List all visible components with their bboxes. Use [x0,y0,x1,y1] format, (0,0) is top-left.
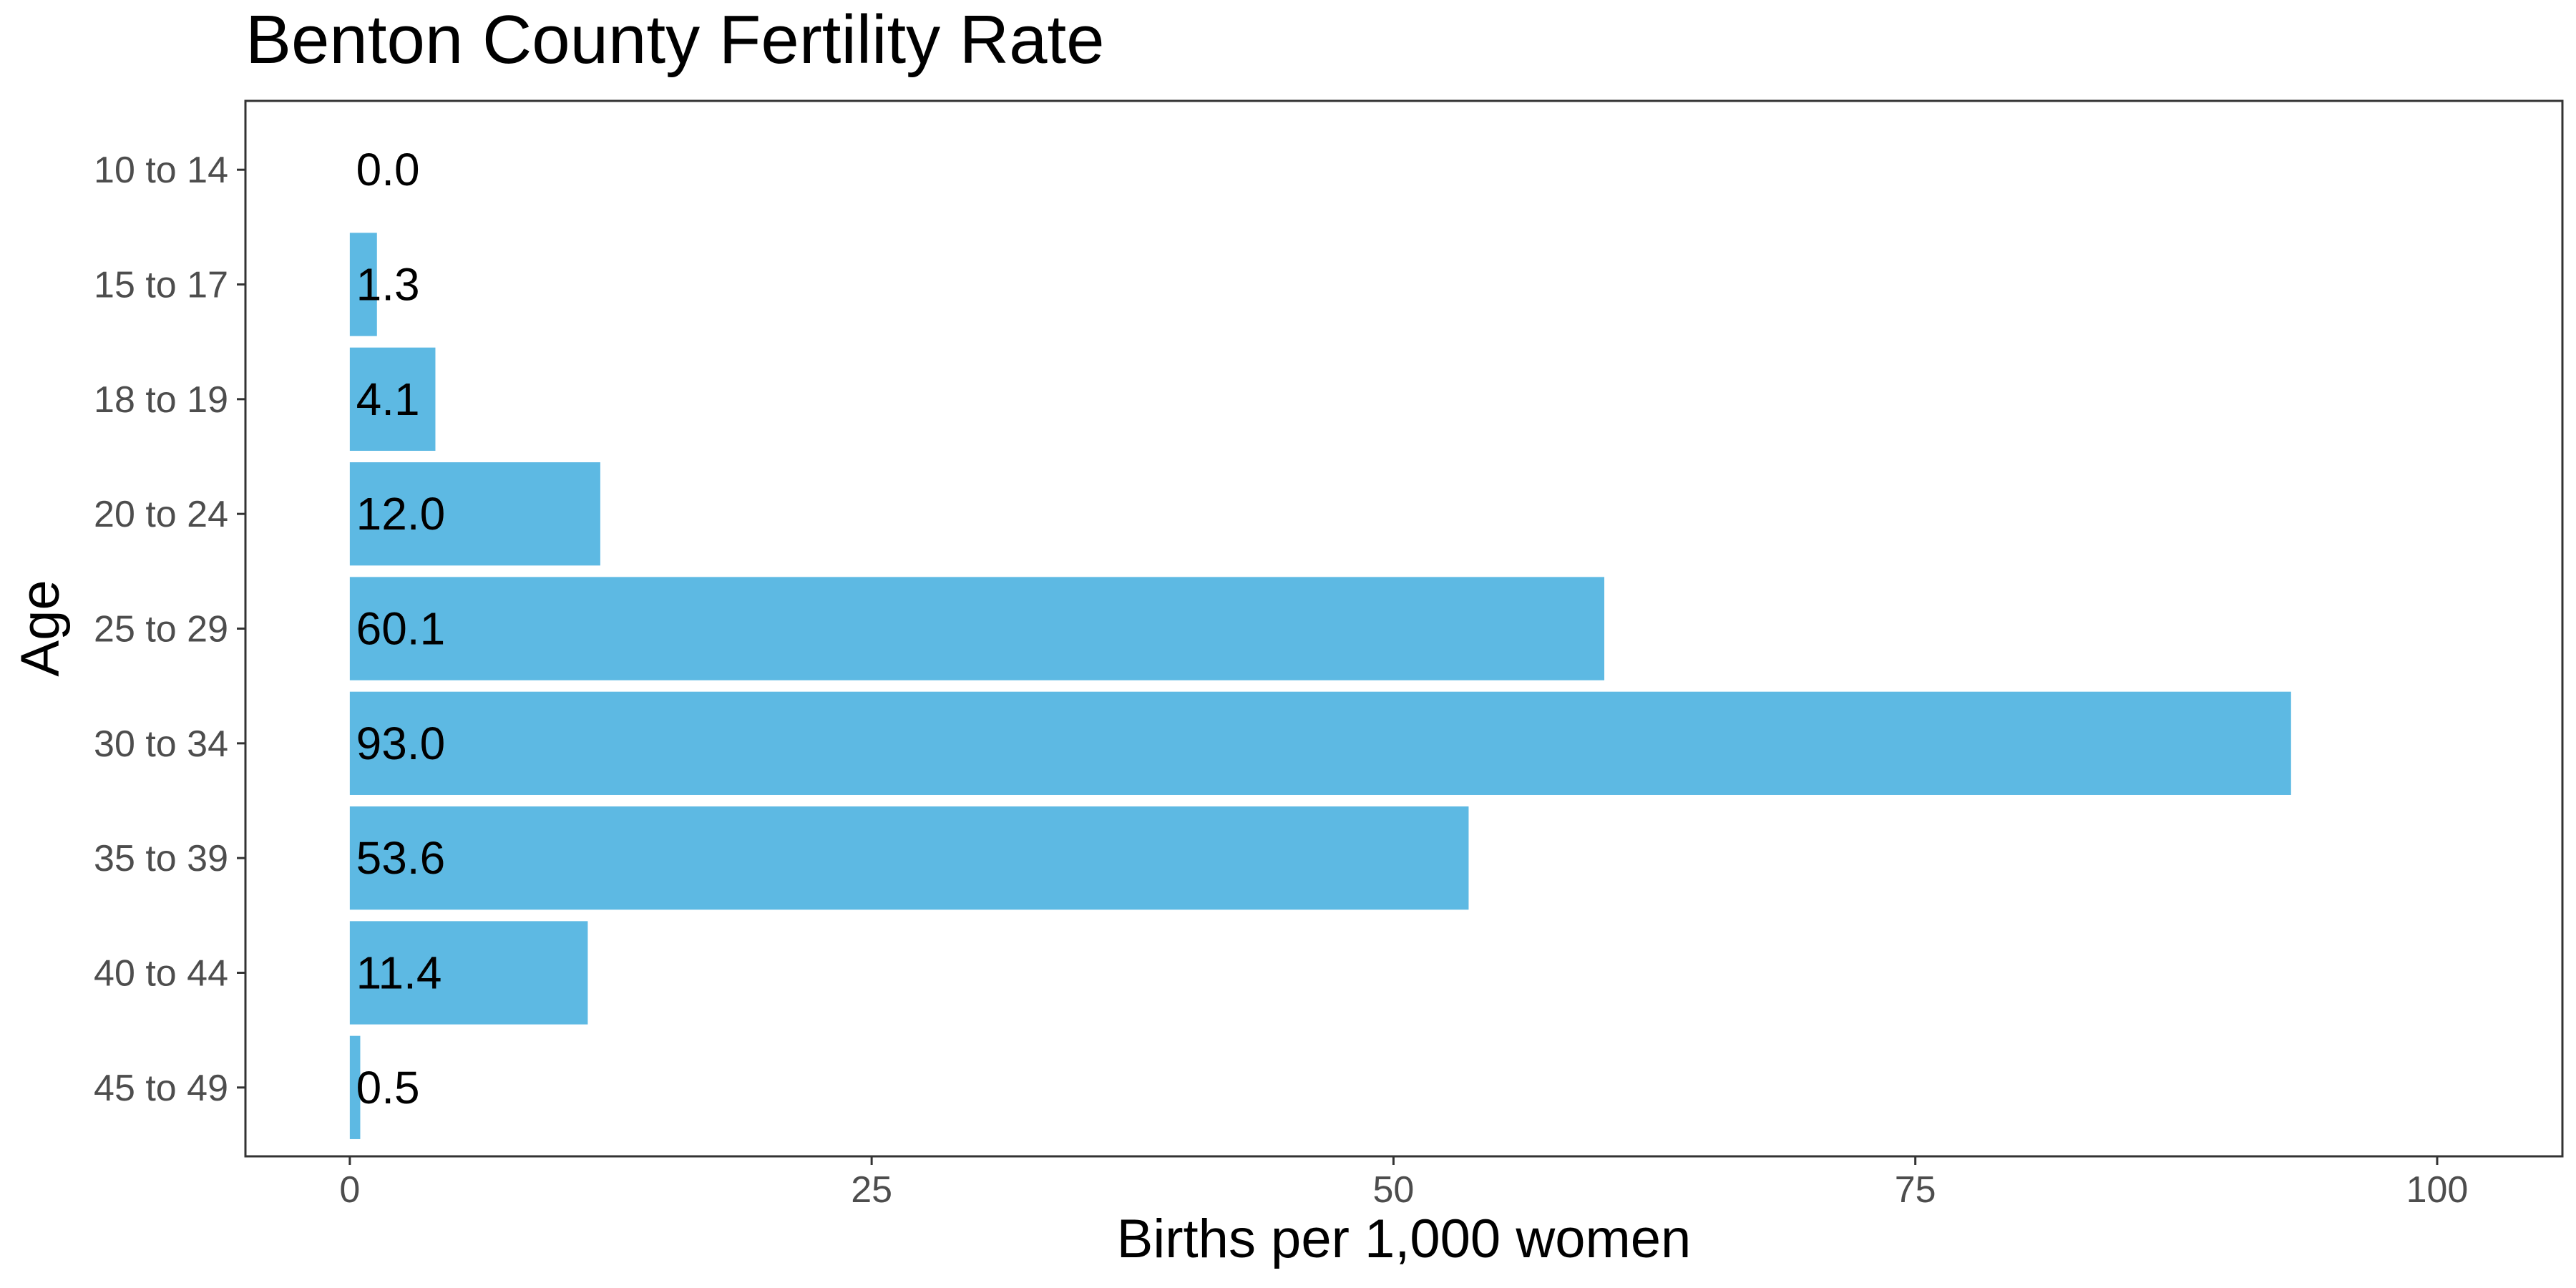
data-label: 4.1 [356,374,420,425]
bar-25-to-29 [349,577,1605,680]
bar-20-to-24 [349,462,600,566]
y-axis-title: Age [10,580,71,676]
data-label: 1.3 [356,259,420,311]
y-tick-label: 25 to 29 [94,609,228,650]
bar-15-to-17 [349,233,377,336]
x-tick-label: 100 [2406,1169,2469,1211]
bar-35-to-39 [349,806,1469,910]
y-tick-label: 10 to 14 [94,150,228,191]
chart-title: Benton County Fertility Rate [245,1,1105,78]
y-tick-label: 30 to 34 [94,723,228,765]
data-label: 93.0 [356,718,446,769]
data-label: 60.1 [356,603,446,655]
bar-40-to-44 [349,921,588,1025]
y-tick-label: 45 to 49 [94,1068,228,1109]
x-tick-label: 0 [339,1169,360,1211]
data-label: 11.4 [356,947,442,998]
data-labels-group: 0.0 1.3 4.1 12.0 60.1 93.0 53.6 11.4 0.5 [356,144,446,1113]
x-axis-title: Births per 1,000 women [1117,1209,1692,1269]
bar-30-to-34 [349,691,2291,795]
data-label: 0.5 [356,1062,420,1113]
y-axis: 10 to 14 15 to 17 18 to 19 20 to 24 25 to 29… [94,150,245,1109]
bars-group [349,233,2291,1139]
y-tick-label: 20 to 24 [94,494,228,535]
data-label: 53.6 [356,832,446,884]
y-tick-label: 40 to 44 [94,952,228,994]
y-tick-label: 35 to 39 [94,838,228,879]
data-label: 0.0 [356,144,420,195]
x-tick-label: 75 [1895,1169,1936,1211]
x-axis: 0 25 50 75 100 [339,1156,2468,1211]
bar-45-to-49 [349,1035,361,1139]
bar-18-to-19 [349,347,436,451]
y-tick-label: 18 to 19 [94,379,228,421]
x-tick-label: 50 [1372,1169,1414,1211]
data-label: 12.0 [356,488,446,540]
y-tick-label: 15 to 17 [94,265,228,306]
x-tick-label: 25 [851,1169,892,1211]
